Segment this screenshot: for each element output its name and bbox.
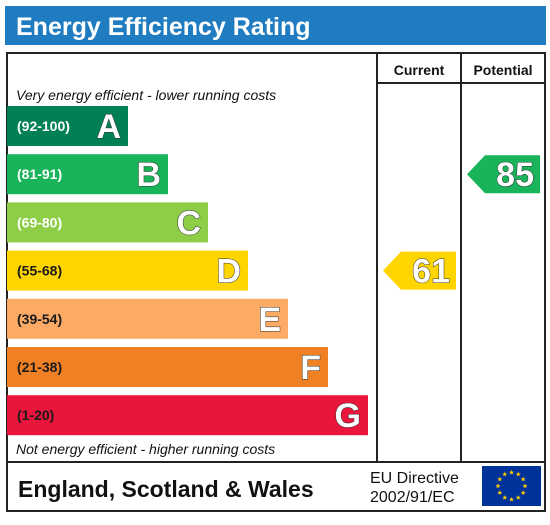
- potential-column-header: Potential: [473, 62, 532, 78]
- rating-arrow-shape: [467, 155, 540, 194]
- eu-flag-icon: [482, 466, 541, 506]
- band-f: (21-38) F: [7, 347, 328, 388]
- eu-star: [497, 476, 503, 482]
- current-column-header: Current: [394, 62, 445, 78]
- directive-line1: EU Directive: [370, 470, 459, 487]
- band-bar: [7, 347, 328, 387]
- band-range: (55-68): [17, 263, 62, 279]
- band-letter: F: [300, 349, 321, 387]
- band-bar: [7, 154, 168, 195]
- band-letter: C: [176, 204, 201, 242]
- eu-star: [509, 469, 514, 475]
- band-range: (1-20): [17, 407, 54, 423]
- eu-star: [522, 483, 528, 489]
- band-g: (1-20) G: [7, 395, 368, 436]
- eu-star: [520, 490, 526, 495]
- band-range: (39-54): [17, 311, 62, 327]
- band-letter: A: [96, 108, 121, 146]
- band-bar: [7, 202, 208, 243]
- band-b: (81-91) B: [7, 154, 168, 195]
- band-range: (21-38): [17, 359, 62, 375]
- band-letter: G: [335, 397, 361, 435]
- potential-rating-arrow: 85: [467, 155, 540, 195]
- title-bar: [5, 6, 546, 45]
- rating-arrow-shape: [383, 251, 456, 290]
- top-note: Very energy efficient - lower running co…: [16, 87, 276, 103]
- directive-line2: 2002/91/EC: [370, 489, 455, 506]
- page-title: Energy Efficiency Rating: [16, 13, 311, 41]
- eu-star: [520, 476, 526, 482]
- band-letter: B: [136, 156, 161, 194]
- band-d: (55-68) D: [7, 250, 248, 291]
- band-e: (39-54) E: [7, 298, 288, 339]
- band-letter: D: [216, 253, 241, 291]
- band-a: (92-100) A: [7, 106, 128, 147]
- eu-star: [515, 471, 521, 477]
- eu-star: [502, 471, 508, 477]
- band-c: (69-80) C: [7, 202, 208, 243]
- band-bar: [7, 250, 248, 291]
- rating-value: 85: [496, 156, 534, 194]
- band-bar: [7, 395, 368, 436]
- current-rating-arrow: 61: [383, 251, 456, 291]
- eu-star: [515, 495, 521, 500]
- band-letter: E: [258, 301, 281, 339]
- rating-value: 61: [412, 253, 450, 291]
- eu-star: [509, 496, 514, 502]
- eu-star: [502, 495, 508, 500]
- band-bar: [7, 298, 288, 339]
- bottom-note: Not energy efficient - higher running co…: [16, 441, 275, 457]
- band-bar: [7, 106, 128, 146]
- band-range: (69-80): [17, 214, 62, 230]
- eu-star: [495, 483, 501, 489]
- band-range: (81-91): [17, 166, 62, 182]
- band-range: (92-100): [17, 118, 70, 134]
- eu-star: [497, 490, 503, 495]
- rating-bands: (92-100) A (81-91) B (69-80) C (55-68) D (39-54)…: [7, 106, 368, 436]
- region-label: England, Scotland & Wales: [18, 476, 314, 502]
